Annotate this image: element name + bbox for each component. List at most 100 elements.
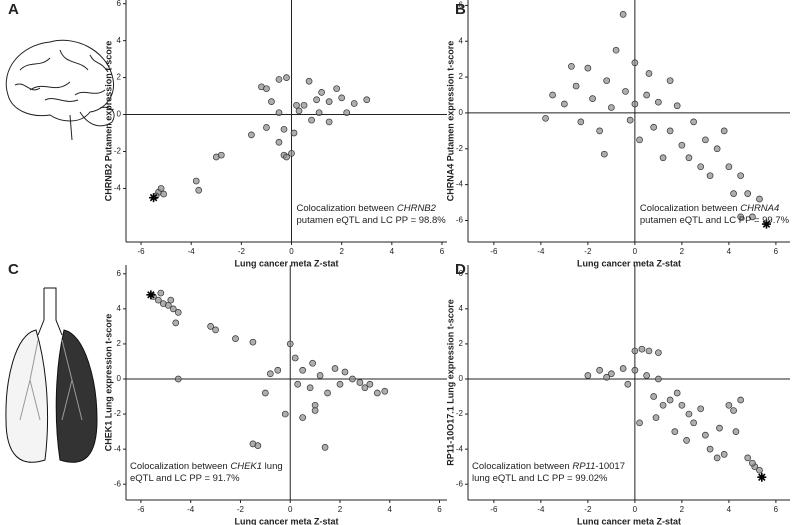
point: [248, 131, 255, 139]
annotation-segment: putamen eQTL and LC PP = 99.7%: [640, 215, 790, 226]
point: [290, 129, 298, 137]
point: [631, 366, 639, 374]
y-tick-label: -2: [114, 409, 122, 418]
point: [737, 213, 744, 221]
x-tick-label: -4: [537, 247, 545, 256]
point: [725, 401, 733, 409]
panel-label: C: [8, 261, 19, 278]
point: [678, 141, 686, 149]
point: [561, 100, 568, 108]
point: [195, 186, 203, 194]
point: [697, 163, 705, 171]
point: [636, 136, 643, 144]
point: [281, 410, 289, 418]
point: [659, 401, 667, 409]
x-tick-label: -4: [537, 505, 545, 514]
x-tick-label: 6: [440, 247, 445, 256]
point: [283, 153, 290, 161]
point: [549, 91, 556, 99]
point: [207, 323, 214, 330]
point: [643, 372, 650, 379]
point: [308, 116, 315, 124]
point: [584, 372, 592, 379]
y-tick-label: -6: [114, 479, 122, 488]
point: [169, 305, 177, 313]
annotation-segment: CHRNA4: [740, 203, 779, 214]
point: [341, 368, 349, 376]
x-tick-label: -4: [188, 247, 196, 256]
y-axis-label: CHEK1 Lung expression t-score: [103, 314, 113, 452]
y-tick-label: -4: [456, 180, 464, 189]
point: [622, 88, 629, 95]
point: [232, 335, 239, 343]
annotation: Colocalization between RP11-10017: [472, 461, 625, 472]
point: [275, 109, 283, 117]
point: [294, 380, 302, 388]
point: [685, 154, 693, 162]
annotation: eQTL and LC PP = 91.7%: [130, 473, 240, 484]
point: [313, 96, 320, 104]
point: [315, 109, 323, 117]
point: [266, 370, 274, 378]
annotation: Colocalization between CHRNA4: [640, 203, 779, 214]
point: [619, 365, 627, 372]
x-tick-label: 2: [680, 505, 685, 514]
y-tick-label: -4: [456, 444, 464, 453]
point: [172, 319, 180, 327]
y-tick-label: -2: [114, 147, 122, 156]
annotation: putamen eQTL and LC PP = 98.8%: [297, 215, 447, 226]
point: [366, 380, 374, 388]
point: [300, 101, 308, 109]
point: [275, 76, 283, 83]
point: [690, 419, 697, 427]
annotation-segment: Colocalization between: [130, 461, 230, 472]
x-tick-label: 0: [633, 505, 638, 514]
x-tick-label: 0: [289, 247, 294, 256]
point: [336, 380, 344, 388]
point: [659, 154, 667, 162]
point: [608, 370, 615, 378]
panel: B -6 -4 -2 0 2 4 6 -6 -4 -2 0 2 4 6 Lung cancer meta Z-…: [445, 0, 790, 268]
y-tick-label: 6: [459, 269, 464, 278]
annotation-segment: CHEK1: [230, 461, 262, 472]
point: [756, 466, 763, 474]
point: [577, 118, 585, 126]
x-axis-label: Lung cancer meta Z-stat: [577, 516, 681, 525]
point: [713, 454, 721, 462]
point: [309, 359, 316, 367]
point: [293, 101, 300, 109]
point: [584, 64, 592, 72]
point: [636, 419, 643, 427]
point: [624, 380, 632, 388]
point: [363, 96, 371, 104]
point: [638, 345, 646, 353]
y-axis-label: CHRNA4 Putamen expression t-score: [445, 41, 455, 202]
y-tick-label: -6: [456, 479, 464, 488]
point: [702, 431, 709, 439]
point: [275, 138, 283, 146]
point: [666, 77, 674, 85]
point: [706, 445, 714, 453]
point: [299, 414, 307, 421]
point: [631, 59, 639, 67]
x-tick-label: 4: [727, 247, 732, 256]
annotation-segment: RP11: [572, 461, 595, 472]
x-tick-label: -2: [584, 247, 592, 256]
point: [732, 428, 740, 435]
point: [568, 62, 575, 70]
point: [324, 389, 331, 397]
y-tick-label: 0: [117, 110, 122, 119]
point: [655, 98, 662, 106]
point: [645, 347, 653, 355]
annotation: putamen eQTL and LC PP = 99.7%: [640, 215, 790, 226]
panel: D -6 -4 -2 0 2 4 6 -6 -4 -2 0 2 4 6 Lung cancer meta Z-…: [445, 261, 790, 525]
y-tick-label: 6: [459, 0, 464, 9]
x-tick-label: 4: [388, 505, 393, 514]
point: [725, 163, 733, 171]
panel-label: D: [455, 261, 466, 278]
annotation-segment: -10017: [595, 461, 625, 472]
annotation-segment: putamen eQTL and LC PP = 98.8%: [297, 215, 447, 226]
point: [361, 384, 369, 392]
annotation: lung eQTL and LC PP = 99.02%: [472, 473, 608, 484]
